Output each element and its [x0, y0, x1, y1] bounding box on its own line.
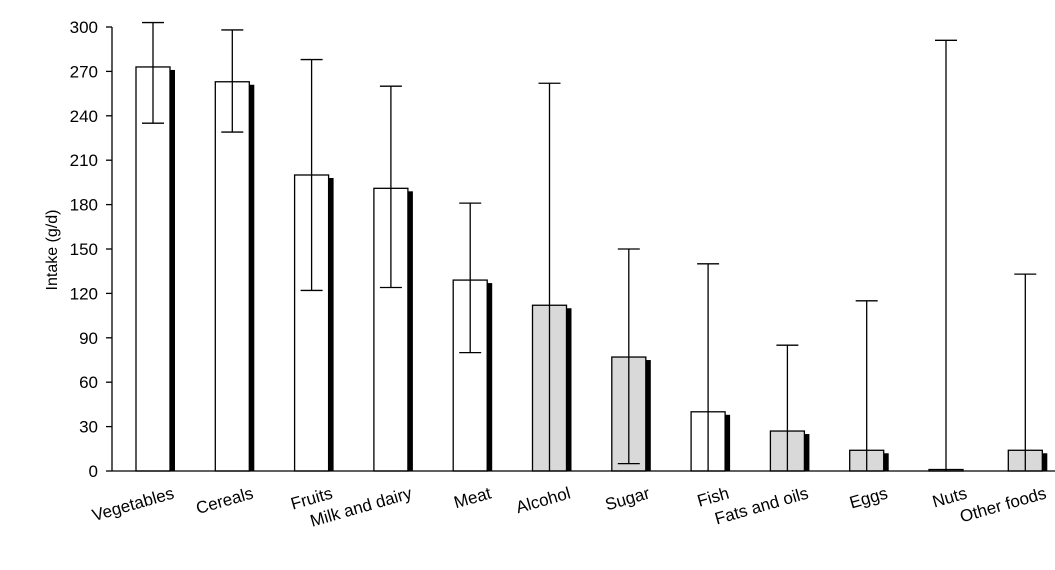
y-tick-label: 240 [70, 107, 98, 126]
x-category-label: Meat [452, 484, 494, 513]
bar [214, 81, 250, 472]
y-tick-label: 120 [70, 284, 98, 303]
x-category-label: Eggs [847, 484, 889, 513]
y-tick-label: 0 [89, 462, 98, 481]
y-axis-title: Intake (g/d) [44, 210, 61, 291]
y-tick-label: 210 [70, 151, 98, 170]
x-category-label: Vegetables [90, 484, 176, 525]
x-category-label: Alcohol [514, 484, 573, 518]
y-tick-label: 180 [70, 196, 98, 215]
x-category-label: Other foods [958, 484, 1049, 527]
y-tick-label: 30 [79, 418, 98, 437]
y-tick-label: 90 [79, 329, 98, 348]
x-category-label: Cereals [194, 484, 256, 518]
bar [135, 66, 171, 472]
error-bars [142, 21, 1037, 471]
y-tick-label: 270 [70, 62, 98, 81]
x-category-label: Sugar [603, 483, 652, 514]
y-tick-label: 60 [79, 373, 98, 392]
y-axis: 0 30 60 90 120 150 180 210 240 270 300 [70, 18, 113, 481]
y-tick-label: 150 [70, 240, 98, 259]
y-tick-label: 300 [70, 18, 98, 37]
bars [135, 66, 1048, 472]
